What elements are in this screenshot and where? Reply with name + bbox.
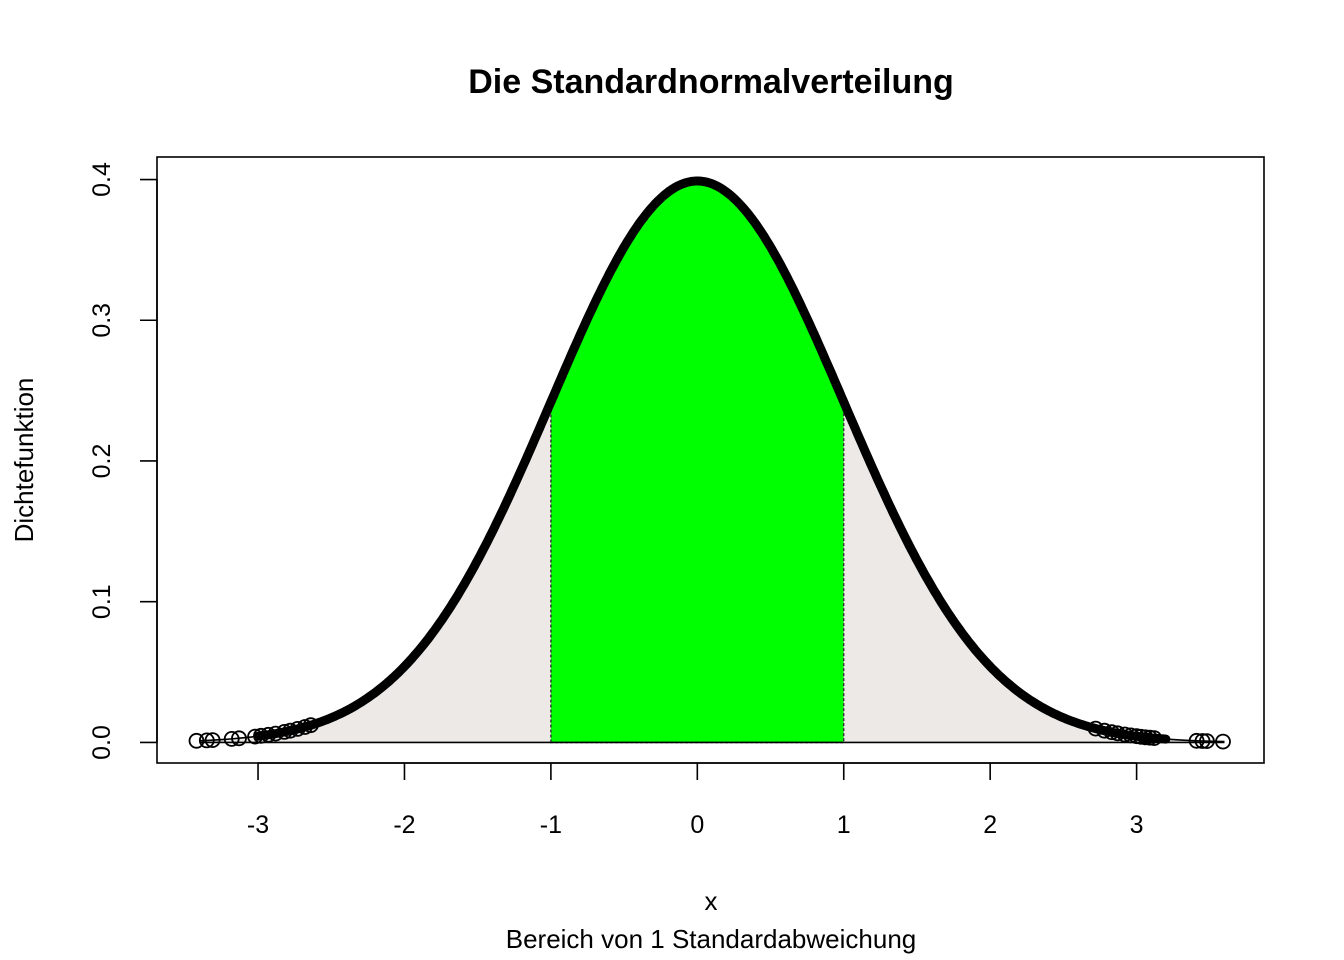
one-sd-region xyxy=(550,180,845,744)
x-tick-label: -2 xyxy=(393,811,415,839)
x-tick-label: -3 xyxy=(247,811,269,839)
x-tick-label: 2 xyxy=(983,811,997,839)
x-axis: -3 -2 -1 0 1 2 3 xyxy=(247,762,1144,839)
y-tick-label: 0.4 xyxy=(88,162,116,197)
y-tick-label: 0.3 xyxy=(88,303,116,338)
x-tick-label: 0 xyxy=(690,811,704,839)
y-tick-label: 0.0 xyxy=(88,725,116,760)
data-point xyxy=(188,732,205,749)
data-point xyxy=(223,731,240,747)
data-point xyxy=(1215,733,1231,750)
data-point xyxy=(302,717,319,734)
x-tick-label: 1 xyxy=(837,811,851,839)
data-point xyxy=(253,727,269,744)
data-point xyxy=(1199,733,1215,749)
data-point xyxy=(1188,732,1205,749)
data-point xyxy=(1146,730,1163,746)
data-point xyxy=(1087,720,1104,737)
data-point xyxy=(282,722,299,739)
data-point xyxy=(1194,733,1211,749)
chart-subtitle: Bereich von 1 Standardabweichung xyxy=(506,924,917,954)
data-point xyxy=(231,730,247,747)
data-point xyxy=(198,732,215,749)
density-line xyxy=(199,180,1225,743)
y-tick-label: 0.1 xyxy=(88,584,116,619)
x-tick-label: 3 xyxy=(1130,811,1144,839)
y-tick-label: 0.2 xyxy=(88,444,116,479)
x-tick-label: -1 xyxy=(540,811,562,839)
data-point xyxy=(1117,726,1133,743)
data-point xyxy=(1137,729,1154,746)
y-axis-label: Dichtefunktion xyxy=(9,378,39,543)
chart-title: Die Standardnormalverteilung xyxy=(468,63,954,101)
data-point xyxy=(260,726,277,743)
data-point xyxy=(1141,729,1158,746)
y-axis: 0.0 0.1 0.2 0.3 0.4 xyxy=(88,162,158,760)
data-point xyxy=(204,732,221,748)
x-axis-label: x xyxy=(705,886,718,916)
plot-area xyxy=(188,176,1231,750)
data-point xyxy=(267,725,284,742)
